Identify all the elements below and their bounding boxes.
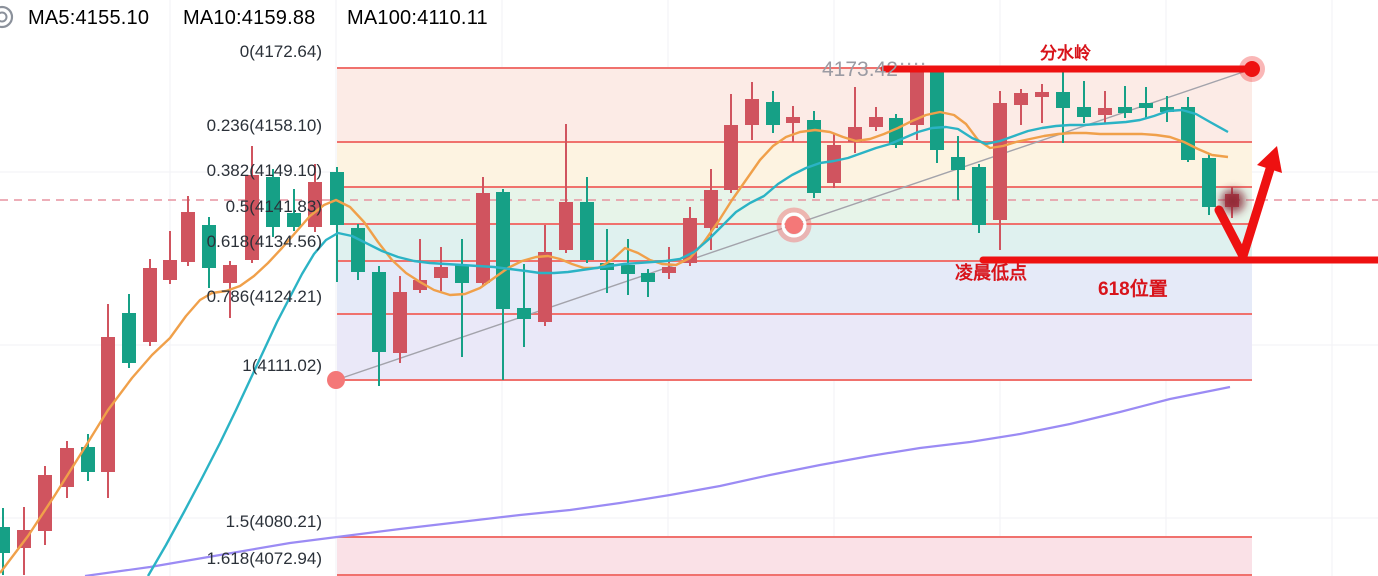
candle [1160, 96, 1174, 122]
candle [38, 466, 52, 545]
candle [538, 225, 552, 326]
candle [786, 106, 800, 142]
candle [496, 189, 510, 380]
fib-label: 0.618(4134.56) [206, 232, 322, 251]
candle [245, 146, 259, 263]
ma100-line [84, 385, 1231, 576]
candle [724, 94, 738, 193]
dawn-low-annotation-label: 凌晨低点 [955, 263, 1027, 283]
fib-label: 0.382(4149.10) [206, 161, 322, 180]
ma10-line [146, 108, 1229, 576]
candle [287, 189, 301, 231]
candle [910, 66, 924, 140]
candle [122, 294, 136, 368]
fib-zones [337, 68, 1252, 575]
fib-label: 1.5(4080.21) [225, 512, 322, 531]
legend-ma5-value: MA5:4155.10 [28, 7, 150, 29]
high-price-dots: ···· [900, 56, 928, 73]
fib-label: 1(4111.02) [242, 356, 322, 375]
legend-ma100-value: MA100:4110.11 [347, 7, 488, 29]
candle [413, 239, 427, 293]
candle [1014, 89, 1028, 125]
watershed-end-dot [1244, 61, 1260, 77]
candle [848, 87, 862, 153]
candle [351, 224, 365, 280]
high-price-label: 4173.42 [822, 58, 898, 81]
candle [1098, 91, 1112, 123]
candle [266, 169, 280, 237]
fib-label: 0.5(4141.83) [225, 197, 322, 216]
legend-ma10-value: MA10:4159.88 [183, 7, 316, 29]
candle [202, 217, 216, 288]
fib-level-lines [337, 67, 1252, 576]
trendline[interactable] [327, 68, 1253, 389]
candle [745, 82, 759, 140]
candle [559, 124, 573, 253]
candle [101, 304, 115, 498]
candle [434, 247, 448, 291]
bounce-arrow [1214, 164, 1275, 261]
candle [181, 196, 195, 266]
candle [517, 264, 531, 347]
candle [930, 66, 944, 163]
candle [662, 247, 676, 279]
candle [951, 136, 965, 200]
fib-label: 0.236(4158.10) [206, 116, 322, 135]
trendline-mid-marker [776, 207, 812, 243]
bounce-arrow-head [1257, 146, 1282, 173]
fib-label: 0.786(4124.21) [206, 287, 322, 306]
candle [1035, 84, 1049, 123]
candle [143, 259, 157, 346]
drawn-annotations[interactable] [880, 56, 1378, 264]
candle [972, 164, 986, 233]
candle [455, 239, 469, 357]
candle [1056, 69, 1070, 143]
candle [372, 266, 386, 386]
candle [393, 276, 407, 363]
candle [60, 441, 74, 498]
candle [0, 508, 10, 575]
ma5-line [0, 110, 1229, 574]
candle [807, 111, 821, 198]
candle [163, 231, 177, 284]
trendline-start-dot [327, 371, 345, 389]
fib-label: 0(4172.64) [239, 42, 322, 61]
candle [641, 269, 655, 297]
watershed-annotation-label: 分水岭 [1040, 44, 1091, 63]
candle [476, 177, 490, 286]
candle [1202, 154, 1216, 215]
candle [1118, 86, 1132, 118]
pos-618-annotation-label: 618位置 [1098, 279, 1168, 300]
candle [869, 107, 883, 131]
candle [993, 91, 1007, 250]
candle [580, 177, 594, 263]
candle [766, 91, 780, 133]
indicator-visibility-eye-icon[interactable] [0, 4, 19, 32]
fib-label: 1.618(4072.94) [206, 549, 322, 568]
candle [330, 167, 344, 282]
candle [1139, 87, 1153, 118]
candle [1077, 81, 1091, 123]
